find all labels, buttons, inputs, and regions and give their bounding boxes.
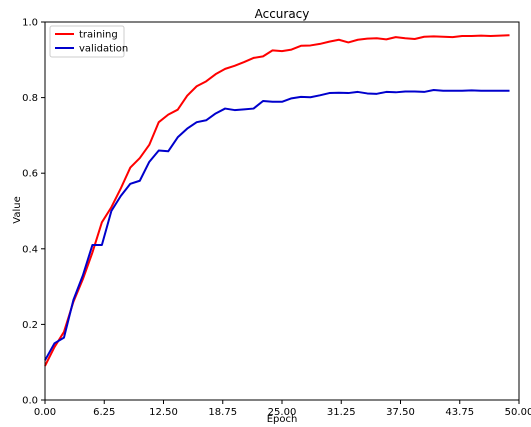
y-axis: 0.0 0.2 0.4 0.6 0.8 1.0 bbox=[22, 18, 45, 407]
chart-title: Accuracy bbox=[255, 7, 310, 21]
x-tick-label: 37.50 bbox=[386, 407, 415, 418]
legend-label-validation: validation bbox=[79, 44, 128, 55]
y-tick-label: 0.6 bbox=[22, 169, 38, 180]
series-line-validation bbox=[44, 89, 510, 361]
x-tick-label: 18.75 bbox=[208, 407, 237, 418]
legend-label-training: training bbox=[79, 30, 118, 41]
x-tick-label: 43.75 bbox=[445, 407, 474, 418]
plot-area bbox=[44, 21, 520, 401]
y-axis-title: Value bbox=[12, 196, 23, 223]
x-tick-label: 25.00 bbox=[268, 407, 297, 418]
legend: training validation bbox=[49, 25, 128, 58]
series-layer bbox=[44, 34, 510, 367]
series-line-training bbox=[44, 34, 510, 367]
y-tick-label: 1.0 bbox=[22, 18, 38, 29]
y-tick-label: 0.4 bbox=[22, 244, 38, 255]
plot-frame bbox=[44, 21, 520, 401]
x-tick-label: 0.00 bbox=[34, 407, 56, 418]
x-tick-label: 31.25 bbox=[327, 407, 356, 418]
x-axis-title: Epoch bbox=[267, 414, 298, 425]
x-tick-label: 6.25 bbox=[93, 407, 115, 418]
x-tick-label: 50.00 bbox=[505, 407, 531, 418]
y-tick-label: 0.0 bbox=[22, 396, 38, 407]
x-axis: 0.00 6.25 12.50 18.75 25.00 31.25 37.50 43.75 50… bbox=[34, 400, 531, 418]
y-tick-label: 0.2 bbox=[22, 320, 38, 331]
y-tick-label: 0.8 bbox=[22, 93, 38, 104]
x-tick-label: 12.50 bbox=[149, 407, 178, 418]
